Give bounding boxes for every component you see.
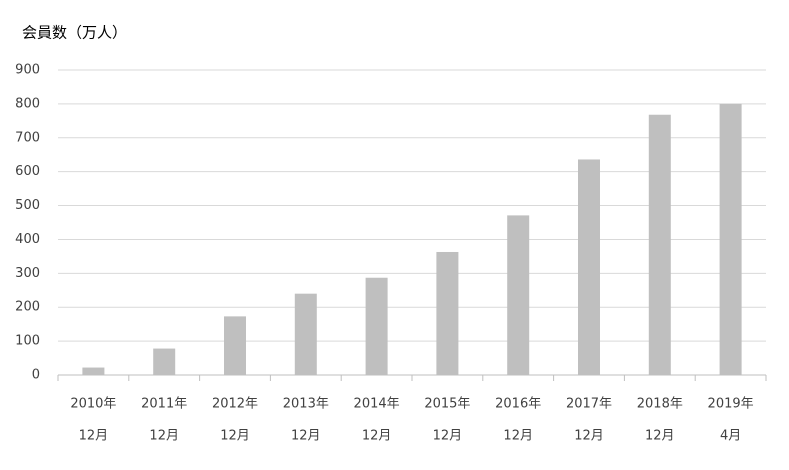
x-tick-label: 12月 [503,429,533,444]
x-tick-label: 12月 [79,429,109,444]
bar [82,367,105,375]
x-tick-label: 12月 [433,429,463,444]
x-tick-label: 2017年 [566,397,612,412]
x-tick-label: 12月 [149,429,179,444]
x-tick-label: 4月 [720,429,741,444]
x-tick-label: 2011年 [141,397,187,412]
y-tick-label: 0 [32,368,40,383]
bar [294,293,317,375]
x-tick-label: 2014年 [354,397,400,412]
y-tick-label: 800 [15,96,40,111]
y-tick-label: 900 [15,63,40,78]
chart-title: 会員数（万人） [22,24,127,42]
x-tick-label: 2013年 [283,397,329,412]
x-tick-label: 2018年 [637,397,683,412]
x-tick-label: 12月 [574,429,604,444]
y-tick-label: 300 [15,266,40,281]
x-tick-label: 2015年 [424,397,470,412]
x-tick-label: 12月 [362,429,392,444]
x-tick-label: 2019年 [708,397,754,412]
y-tick-label: 200 [15,300,40,315]
y-tick-label: 700 [15,130,40,145]
x-tick-label: 12月 [220,429,250,444]
bar [224,316,246,375]
bar [436,251,459,375]
x-tick-label: 2010年 [70,397,116,412]
x-tick-label: 12月 [291,429,321,444]
y-tick-label: 100 [15,334,40,349]
x-tick-label: 2012年 [212,397,258,412]
bar [578,159,600,375]
x-tick-label: 2016年 [495,397,541,412]
bar [648,114,671,375]
bar [719,103,742,375]
x-tick-label: 12月 [645,429,675,444]
bar [153,348,176,375]
y-tick-label: 600 [15,164,40,179]
y-tick-label: 400 [15,232,40,247]
bar [507,215,530,375]
bar [365,277,388,375]
y-tick-label: 500 [15,198,40,213]
